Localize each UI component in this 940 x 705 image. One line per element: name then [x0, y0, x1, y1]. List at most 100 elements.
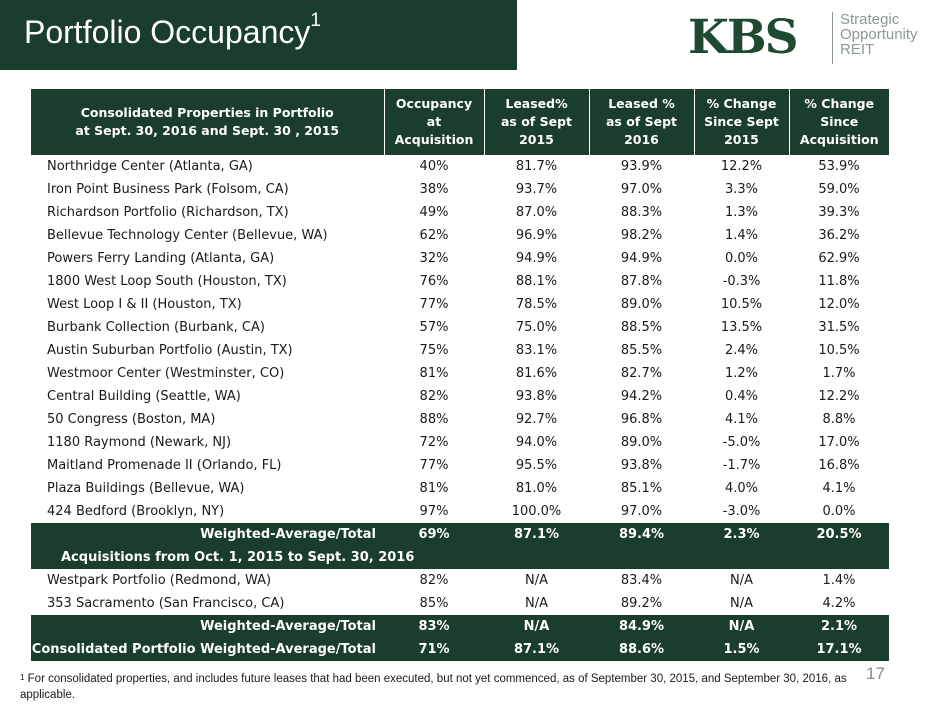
table-row: Plaza Buildings (Bellevue, WA) 81% 81.0% 85… — [31, 477, 889, 500]
row-label-cell: Powers Ferry Landing (Atlanta, GA) — [47, 251, 275, 266]
table-row: West Loop I & II (Houston, TX) 77% 78.5% 89… — [31, 293, 889, 316]
row-label-cell: Maitland Promenade II (Orlando, FL) — [47, 458, 282, 473]
value-cell: 16.8% — [818, 458, 860, 473]
row-label-cell: Iron Point Business Park (Folsom, CA) — [47, 182, 289, 197]
value-cell: 85.1% — [620, 481, 663, 496]
value-cell: 3.3% — [724, 182, 759, 197]
value-cell: 94.9% — [515, 251, 558, 266]
table-row: Maitland Promenade II (Orlando, FL) 77% 95… — [31, 454, 889, 477]
value-cell: 2.1% — [789, 615, 889, 638]
row-label-cell: Plaza Buildings (Bellevue, WA) — [47, 481, 245, 496]
value-cell: 85% — [419, 596, 449, 611]
column-header: % Change Since Sept 2015 — [693, 89, 789, 155]
column-header: Leased% as of Sept 2015 — [483, 89, 589, 155]
value-cell: 1.2% — [724, 366, 759, 381]
table-row: 424 Bedford (Brooklyn, NY) 97% 100.0% 97.0%… — [31, 500, 889, 523]
value-cell: N/A — [525, 596, 548, 611]
value-cell: 57% — [419, 320, 449, 335]
value-cell: 1.7% — [822, 366, 856, 381]
row-label-cell: 424 Bedford (Brooklyn, NY) — [47, 504, 225, 519]
value-cell: 75% — [419, 343, 449, 358]
value-cell: 88.1% — [515, 274, 558, 289]
value-cell: N/A — [525, 573, 548, 588]
row-label-cell: West Loop I & II (Houston, TX) — [47, 297, 242, 312]
value-cell: 0.0% — [822, 504, 856, 519]
value-cell: 12.2% — [720, 159, 763, 174]
value-cell: 92.7% — [515, 412, 558, 427]
value-cell: 83% — [384, 615, 484, 638]
row-label-cell: 1800 West Loop South (Houston, TX) — [47, 274, 287, 289]
value-cell: 96.8% — [620, 412, 663, 427]
logo-line-2: Opportunity — [840, 26, 918, 43]
value-cell: 36.2% — [818, 228, 860, 243]
footnote: 1 For consolidated properties, and inclu… — [20, 671, 860, 703]
occupancy-table: Consolidated Properties in Portfolio at … — [31, 89, 889, 661]
value-cell: 77% — [419, 458, 449, 473]
value-cell: N/A — [730, 596, 753, 611]
table-row: Powers Ferry Landing (Atlanta, GA) 32% 94.… — [31, 247, 889, 270]
value-cell: 10.5% — [818, 343, 860, 358]
row-label-cell: Consolidated Portfolio Weighted-Average/… — [31, 638, 384, 661]
value-cell: N/A — [484, 615, 589, 638]
row-label-cell: Bellevue Technology Center (Bellevue, WA… — [47, 228, 328, 243]
row-label-cell: Austin Suburban Portfolio (Austin, TX) — [47, 343, 293, 358]
table-row: Burbank Collection (Burbank, CA) 57% 75.0%… — [31, 316, 889, 339]
value-cell: 1.3% — [724, 205, 759, 220]
value-cell: 81.0% — [515, 481, 558, 496]
subtotal-row: Weighted-Average/Total 83% N/A 84.9% N/A 2.1% — [31, 615, 889, 638]
value-cell: 84.9% — [589, 615, 694, 638]
value-cell: 69% — [384, 523, 484, 546]
value-cell: -1.7% — [722, 458, 761, 473]
title-bar: Portfolio Occupancy1 — [0, 0, 517, 70]
value-cell: 78.5% — [515, 297, 558, 312]
column-header: Consolidated Properties in Portfolio at … — [31, 89, 384, 155]
row-label-cell: 353 Sacramento (San Francisco, CA) — [47, 596, 285, 611]
value-cell: 82.7% — [620, 366, 663, 381]
logo-divider — [832, 12, 833, 64]
value-cell: 38% — [419, 182, 449, 197]
value-cell: 72% — [419, 435, 449, 450]
value-cell: N/A — [730, 573, 753, 588]
table-row: Westpark Portfolio (Redmond, WA) 82% N/A 83… — [31, 569, 889, 592]
value-cell: 2.3% — [694, 523, 789, 546]
value-cell: 11.8% — [818, 274, 860, 289]
value-cell: 88.6% — [589, 638, 694, 661]
value-cell: 93.8% — [620, 458, 663, 473]
value-cell: 31.5% — [818, 320, 860, 335]
table-body: Northridge Center (Atlanta, GA) 40% 81.7% 9… — [31, 155, 889, 661]
value-cell: 100.0% — [511, 504, 562, 519]
value-cell: 94.2% — [620, 389, 663, 404]
value-cell: 49% — [419, 205, 449, 220]
value-cell: 0.0% — [724, 251, 759, 266]
value-cell: 32% — [419, 251, 449, 266]
value-cell: 75.0% — [515, 320, 558, 335]
row-label-cell: 1180 Raymond (Newark, NJ) — [47, 435, 232, 450]
row-label-cell: Northridge Center (Atlanta, GA) — [47, 159, 253, 174]
value-cell: 1.4% — [724, 228, 759, 243]
row-label-cell: Central Building (Seattle, WA) — [47, 389, 241, 404]
table-row: Iron Point Business Park (Folsom, CA) 38%… — [31, 178, 889, 201]
value-cell: 20.5% — [789, 523, 889, 546]
value-cell: 98.2% — [620, 228, 663, 243]
value-cell: -3.0% — [722, 504, 761, 519]
value-cell: 82% — [419, 573, 449, 588]
row-label-cell: Westmoor Center (Westminster, CO) — [47, 366, 285, 381]
value-cell: 89.4% — [589, 523, 694, 546]
value-cell: 81% — [419, 481, 449, 496]
value-cell: 93.7% — [515, 182, 558, 197]
table-row: Westmoor Center (Westminster, CO) 81% 81.6… — [31, 362, 889, 385]
row-label-cell: 50 Congress (Boston, MA) — [47, 412, 216, 427]
subtotal-row: Weighted-Average/Total 69% 87.1% 89.4% 2.3% 2… — [31, 523, 889, 546]
value-cell: -5.0% — [722, 435, 761, 450]
row-label-cell: Westpark Portfolio (Redmond, WA) — [47, 573, 272, 588]
value-cell: 87.1% — [484, 523, 589, 546]
value-cell: 4.1% — [822, 481, 856, 496]
value-cell: 87.8% — [620, 274, 663, 289]
value-cell: 83.4% — [620, 573, 663, 588]
column-header: % Change Since Acquisition — [788, 89, 889, 155]
kbs-logo: KBS Strategic Opportunity REIT — [688, 8, 928, 70]
value-cell: 83.1% — [515, 343, 558, 358]
column-header: Leased % as of Sept 2016 — [588, 89, 694, 155]
page-title: Portfolio Occupancy1 — [24, 10, 321, 50]
section-label: Acquisitions from Oct. 1, 2015 to Sept. … — [31, 546, 889, 569]
